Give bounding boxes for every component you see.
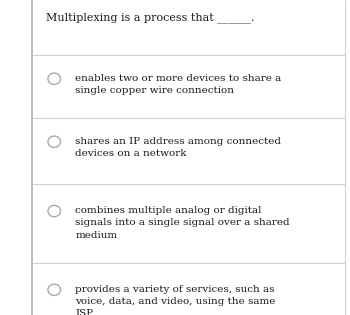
Text: shares an IP address among connected
devices on a network: shares an IP address among connected dev…	[75, 137, 281, 158]
Text: Multiplexing is a process that ______.: Multiplexing is a process that ______.	[46, 13, 254, 23]
Text: provides a variety of services, such as
voice, data, and video, using the same
I: provides a variety of services, such as …	[75, 285, 276, 315]
Text: combines multiple analog or digital
signals into a single signal over a shared
m: combines multiple analog or digital sign…	[75, 206, 290, 240]
Text: enables two or more devices to share a
single copper wire connection: enables two or more devices to share a s…	[75, 74, 281, 95]
